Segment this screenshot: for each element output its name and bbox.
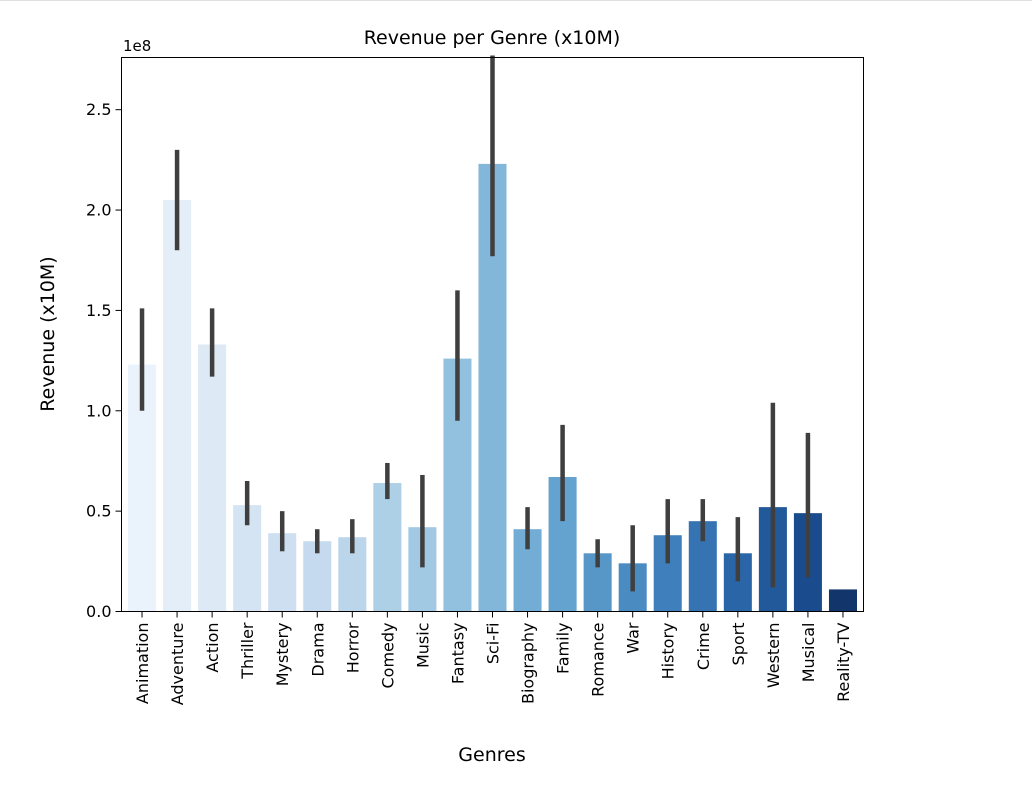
x-tick-label: Sci-Fi	[484, 623, 503, 665]
plot-frame	[121, 57, 864, 612]
x-tick-label: Reality-TV	[834, 622, 853, 701]
x-tick-label: Musical	[799, 623, 818, 683]
x-tick-label: Biography	[519, 623, 538, 705]
top-divider	[0, 0, 1032, 1]
x-axis-label: Genres	[458, 744, 525, 766]
bar	[198, 344, 227, 612]
bar	[373, 483, 402, 612]
x-tick-label: Action	[203, 623, 222, 673]
y-tick-label: 1.5	[86, 301, 111, 320]
x-tick-label: Mystery	[273, 623, 292, 687]
x-tick-label: Animation	[133, 623, 152, 705]
y-tick-label: 1.0	[86, 401, 111, 420]
y-axis-label: Revenue (x10M)	[37, 256, 59, 411]
x-tick-label: Crime	[694, 623, 713, 671]
x-tick-label: Adventure	[168, 623, 187, 706]
x-tick-label: Music	[413, 623, 432, 669]
chart-title: Revenue per Genre (x10M)	[364, 27, 621, 49]
x-tick-label: Thriller	[238, 622, 257, 680]
x-tick-label: Sport	[729, 623, 748, 666]
x-tick-label: Comedy	[378, 623, 397, 689]
bar	[163, 200, 192, 612]
bar	[828, 589, 857, 612]
y-tick-label: 2.5	[86, 100, 111, 119]
x-tick-label: Horror	[343, 622, 362, 673]
x-tick-label: Romance	[589, 623, 608, 697]
y-tick-label: 2.0	[86, 201, 111, 220]
x-axis-ticks: Animation Adventure Action Thriller Mystery D…	[133, 611, 853, 706]
x-tick-label: Fantasy	[448, 623, 467, 685]
y-offset-label: 1e8	[123, 37, 151, 55]
y-tick-label: 0.0	[86, 602, 111, 621]
x-tick-label: Family	[554, 623, 573, 674]
x-tick-label: Drama	[308, 623, 327, 677]
error-bars-layer	[139, 55, 811, 592]
x-tick-label: Western	[764, 623, 783, 689]
y-axis-ticks: 0.0 0.5 1.0 1.5 2.0 2.5	[86, 100, 122, 621]
bars-layer	[128, 163, 857, 612]
y-tick-label: 0.5	[86, 502, 111, 521]
x-tick-label: War	[624, 622, 643, 654]
x-tick-label: History	[659, 623, 678, 680]
